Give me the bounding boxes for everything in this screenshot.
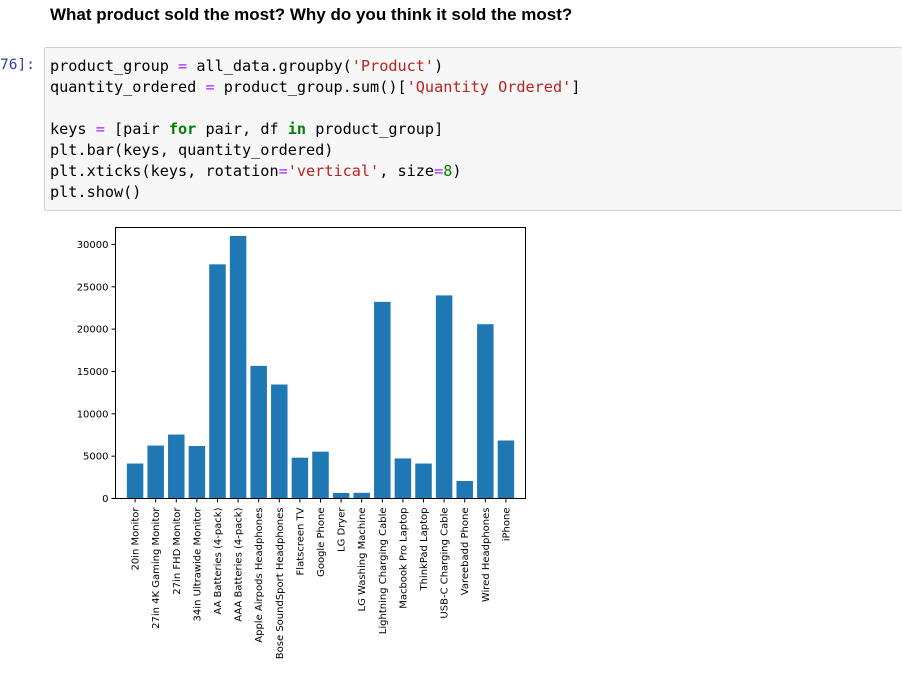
x-tick-label: 27in 4K Gaming Monitor (151, 507, 162, 629)
bar (497, 440, 515, 499)
x-tick-label: 27in FHD Monitor (172, 507, 183, 595)
bars (126, 235, 515, 499)
x-axis: 20in Monitor 27in 4K Gaming Monitor 27in F… (131, 498, 512, 660)
y-axis: 0 5000 10000 15000 20000 25000 30000 (77, 240, 116, 505)
x-tick-label: 34in Ultrawide Monitor (192, 507, 203, 622)
bar (147, 445, 164, 499)
x-tick-label: iPhone (501, 508, 512, 542)
bar (415, 463, 432, 499)
code-line: plt.xticks(keys, rotation='vertical', si… (50, 162, 462, 180)
plot-frame (115, 227, 526, 499)
x-tick-label: Apple Airpods Headphones (254, 508, 265, 643)
code-line: plt.show() (50, 183, 142, 201)
code-cell[interactable]: product_group = all_data.groupby('Produc… (44, 47, 902, 211)
x-tick-label: LG Dryer (337, 507, 348, 552)
question-heading: What product sold the most? Why do you t… (50, 5, 573, 24)
bar (374, 301, 391, 499)
code-line: keys = [pair for pair, df in product_gro… (50, 120, 444, 138)
x-tick-label: Wired Headphones (481, 508, 492, 603)
bar (332, 492, 350, 499)
bar (168, 434, 185, 499)
x-tick-label: LG Washing Machine (357, 508, 368, 612)
bar (126, 463, 144, 499)
y-tick-label: 25000 (77, 282, 109, 293)
y-tick-label: 20000 (77, 325, 109, 336)
bar (250, 365, 267, 499)
bar (312, 451, 329, 499)
bar (435, 295, 453, 499)
code-line: quantity_ordered = product_group.sum()['… (50, 78, 581, 96)
cell-prompt: 76]: (0, 57, 35, 73)
bar (456, 480, 473, 499)
x-tick-label: ThinkPad Laptop (419, 508, 430, 592)
bar (229, 235, 247, 499)
y-tick-label: 10000 (77, 409, 109, 420)
x-tick-label: Lightning Charging Cable (378, 508, 389, 635)
bar (353, 492, 370, 499)
bar (188, 445, 206, 499)
x-tick-label: Macbook Pro Laptop (398, 508, 409, 609)
x-tick-label: AA Batteries (4-pack) (213, 507, 224, 614)
y-tick-label: 15000 (77, 367, 109, 378)
bar (271, 384, 288, 499)
bar (477, 324, 494, 499)
y-tick-label: 30000 (77, 240, 109, 251)
x-tick-label: Flatscreen TV (295, 507, 306, 575)
x-tick-label: USB-C Charging Cable (440, 508, 451, 619)
y-tick-label: 0 (102, 494, 108, 505)
x-tick-label: Google Phone (316, 508, 327, 577)
bar (394, 458, 412, 499)
x-tick-label: AAA Batteries (4-pack) (234, 507, 245, 621)
y-tick-label: 5000 (83, 452, 108, 463)
x-tick-label: Bose SoundSport Headphones (275, 508, 286, 660)
code-line: plt.bar(keys, quantity_ordered) (50, 141, 334, 159)
code-line: product_group = all_data.groupby('Produc… (50, 57, 444, 75)
bar (291, 457, 309, 499)
x-tick-label: Vareebadd Phone (460, 508, 471, 596)
x-tick-label: 20in Monitor (131, 507, 142, 571)
bar (209, 264, 226, 499)
